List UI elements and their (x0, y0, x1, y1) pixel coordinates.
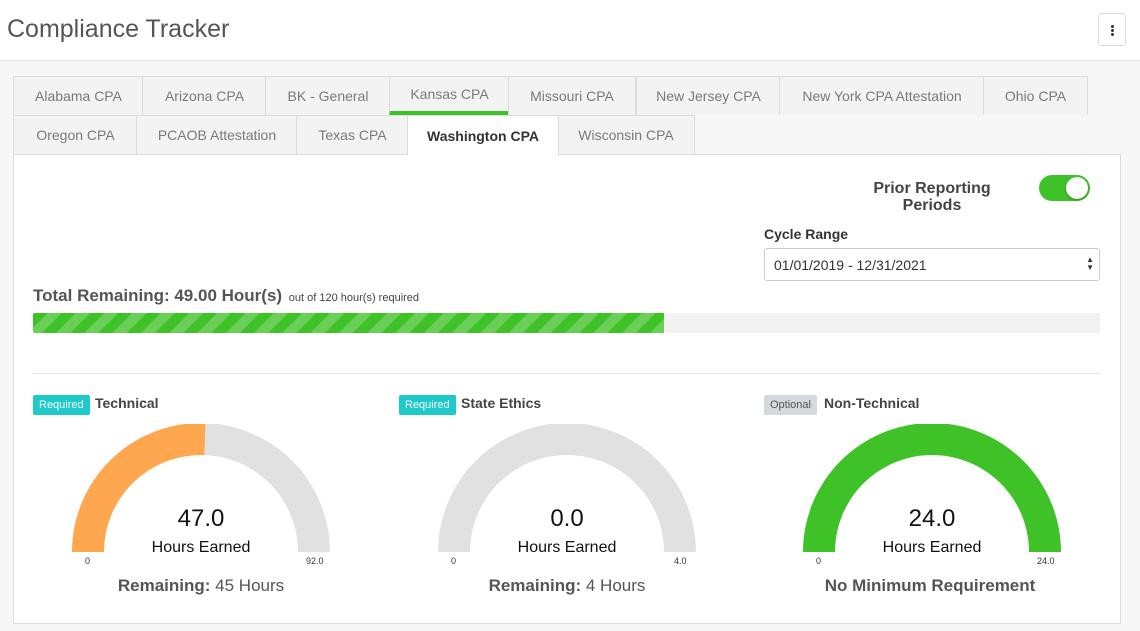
tab-bk-general[interactable]: BK - General (265, 76, 391, 115)
total-remaining: Total Remaining: 49.00 Hour(s) out of 12… (33, 286, 419, 306)
gauge-fill (803, 424, 1061, 552)
prior-reporting-label: Prior Reporting Periods (873, 180, 991, 214)
gauge-max-label: 92.0 (306, 556, 324, 566)
gauge-min-label: 0 (85, 556, 91, 566)
non-technical-gauge (803, 424, 1061, 552)
gauge-track (438, 424, 696, 552)
tab-new-york-cpa-attestation[interactable]: New York CPA Attestation (779, 76, 985, 115)
gauge-min-label: 0 (816, 556, 822, 566)
remaining-value: 4 Hours (585, 576, 646, 595)
tab-texas-cpa[interactable]: Texas CPA (296, 115, 409, 154)
gauge-max-label: 4.0 (674, 556, 687, 566)
tab-pcaob-attestation[interactable]: PCAOB Attestation (136, 115, 298, 154)
optional-badge: Optional (764, 395, 817, 415)
gauge-max-label: 24.0 (1037, 556, 1055, 566)
tab-new-jersey-cpa[interactable]: New Jersey CPA (636, 76, 781, 115)
tab-missouri-cpa[interactable]: Missouri CPA (508, 76, 636, 115)
category-title-non-technical: Non-Technical (824, 395, 920, 411)
toggle-knob (1066, 177, 1088, 199)
hours-earned-label: Hours Earned (882, 539, 982, 556)
cycle-range-value: 01/01/2019 - 12/31/2021 (774, 257, 927, 273)
header-bar: Compliance Tracker (0, 0, 1140, 61)
select-arrows-icon: ▲ ▼ (1086, 255, 1094, 272)
tab-ohio-cpa[interactable]: Ohio CPA (983, 76, 1088, 115)
tab-alabama-cpa[interactable]: Alabama CPA (13, 76, 144, 115)
required-badge: Required (33, 395, 90, 415)
remaining-hours: Remaining: 45 Hours (51, 576, 351, 596)
tab-arizona-cpa[interactable]: Arizona CPA (142, 76, 267, 115)
hours-earned-label: Hours Earned (151, 539, 251, 556)
hours-earned-label: Hours Earned (517, 539, 617, 556)
vertical-ellipsis-icon (1111, 25, 1114, 28)
remaining-label: No Minimum Requirement (824, 576, 1036, 595)
hours-earned-value: 47.0 (177, 505, 225, 532)
progress-bar-fill (33, 313, 665, 333)
total-remaining-label: Total Remaining: 49.00 Hour(s) (33, 286, 283, 305)
cycle-range-label: Cycle Range (764, 226, 849, 242)
tab-washington-cpa[interactable]: Washington CPA (407, 115, 559, 155)
hours-earned-value: 24.0 (908, 505, 956, 532)
tab-kansas-cpa[interactable]: Kansas CPA (389, 76, 510, 115)
state-ethics-gauge (438, 424, 696, 552)
hours-earned-value: 0.0 (550, 505, 584, 532)
category-title-state-ethics: State Ethics (461, 395, 542, 411)
section-divider (33, 373, 1100, 374)
gauge-fill (72, 424, 206, 552)
cycle-range-select[interactable]: 01/01/2019 - 12/31/2021 ▲ ▼ (764, 248, 1100, 281)
category-title-technical: Technical (95, 395, 159, 411)
tab-wisconsin-cpa[interactable]: Wisconsin CPA (557, 115, 695, 154)
remaining-value: 45 Hours (215, 576, 285, 595)
more-options-button[interactable] (1098, 13, 1126, 46)
total-required-note: out of 120 hour(s) required (288, 292, 420, 304)
technical-gauge (72, 424, 330, 552)
remaining-label: Remaining: (117, 576, 211, 595)
remaining-label: Remaining: (488, 576, 582, 595)
total-progress-bar (33, 313, 1100, 333)
remaining-hours: No Minimum Requirement (780, 576, 1080, 596)
required-badge: Required (399, 395, 456, 415)
remaining-hours: Remaining: 4 Hours (417, 576, 717, 596)
tab-oregon-cpa[interactable]: Oregon CPA (13, 115, 138, 154)
gauge-min-label: 0 (451, 556, 457, 566)
page-title: Compliance Tracker (7, 15, 230, 43)
prior-reporting-toggle[interactable] (1039, 175, 1090, 201)
tab-panel (13, 154, 1121, 624)
